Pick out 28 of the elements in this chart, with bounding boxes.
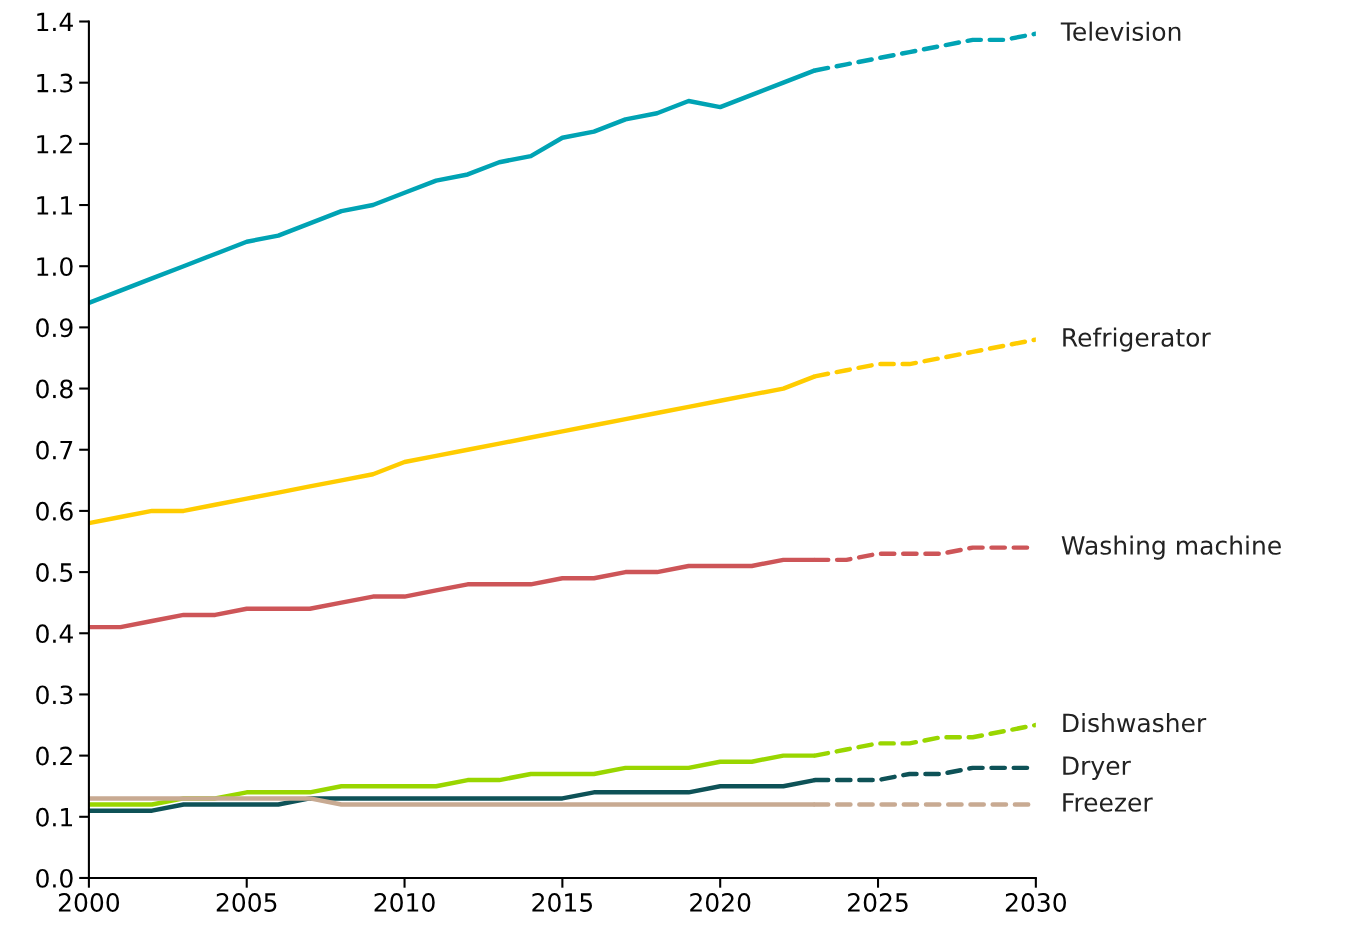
y-tick-label: 0.3 [36, 685, 73, 705]
y-tick-label: 0.4 [36, 624, 73, 644]
x-tick-label: 2020 [690, 892, 751, 912]
y-tick-label: 1.1 [37, 196, 73, 215]
y-tick-label: 0.9 [36, 318, 73, 338]
text: Refrigerator [1063, 327, 1211, 352]
y-tick-label: 0.1 [36, 807, 73, 827]
y-tick-label: 1.0 [37, 257, 73, 277]
y-tick-label: 0.2 [36, 746, 72, 766]
text: Washing machine [1061, 535, 1281, 560]
y-tick-label: 0.7 [36, 440, 73, 460]
x-tick-label: 2000 [58, 892, 120, 912]
y-tick-label: 0.8 [36, 379, 73, 399]
x-tick-label: 2030 [1005, 892, 1066, 912]
y-tick-label: 0.5 [36, 563, 73, 582]
x-tick-label: 2005 [216, 892, 277, 912]
y-tick-label: 1.3 [37, 73, 73, 93]
text: Television [1060, 21, 1181, 41]
text: Dishwasher [1063, 712, 1207, 733]
text: Freezer [1063, 793, 1153, 812]
x-tick-label: 2015 [532, 892, 592, 912]
y-tick-label: 0.6 [36, 501, 73, 521]
y-tick-label: 0.0 [36, 868, 73, 888]
text: Dryer [1063, 756, 1131, 780]
x-tick-label: 2010 [374, 892, 435, 912]
x-tick-label: 2025 [848, 892, 908, 912]
y-tick-label: 1.2 [37, 134, 72, 154]
y-tick-label: 1.4 [37, 12, 73, 31]
